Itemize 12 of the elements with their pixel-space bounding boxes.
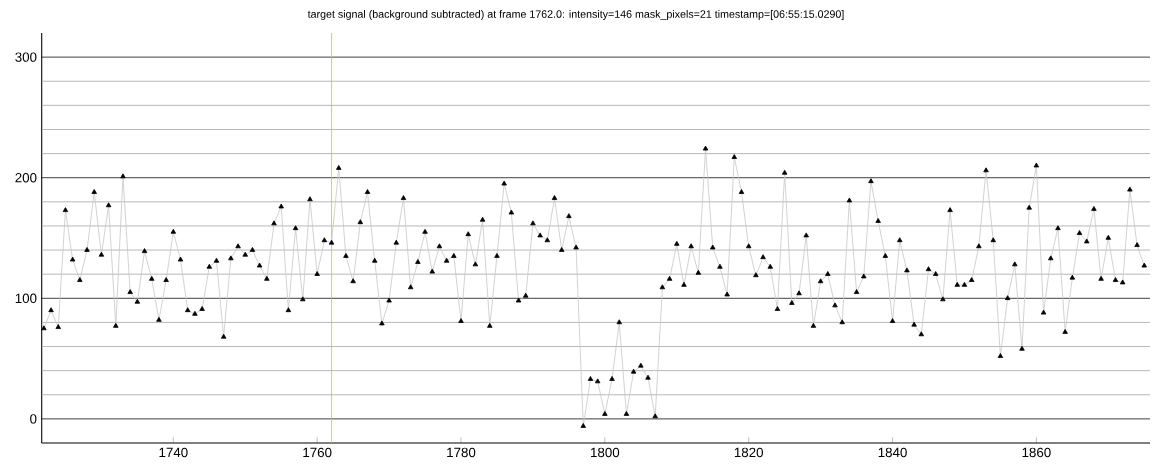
chart-title: target signal (background subtracted) at frame 1762.0: intensity=146 mask_pixels=21 timestamp=[06:55:15.0290] [307, 10, 844, 20]
y-tick-label: 100 [15, 293, 37, 304]
x-tick-label: 1780 [447, 447, 476, 458]
y-tick-label: 200 [15, 172, 37, 183]
y-tick-label: 300 [15, 52, 37, 62]
x-tick-label: 1800 [591, 447, 620, 458]
x-tick-label: 1840 [878, 447, 907, 458]
x-tick-label: 1760 [303, 447, 332, 458]
x-tick-label: 1820 [734, 447, 763, 458]
x-tick-label: 1740 [159, 447, 188, 458]
y-tick-label: 0 [30, 414, 37, 424]
x-tick-label: 1860 [1022, 447, 1051, 458]
